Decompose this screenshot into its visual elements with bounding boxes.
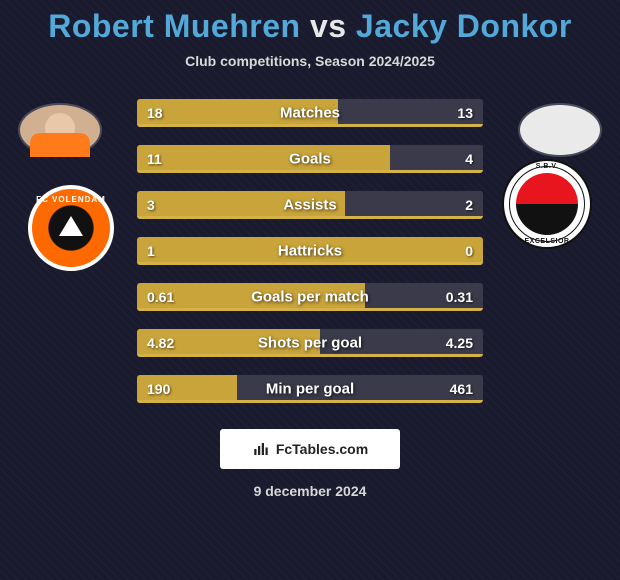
comparison-title: Robert Muehren vs Jacky Donkor bbox=[0, 0, 620, 45]
brand-text: FcTables.com bbox=[276, 441, 368, 457]
volendam-boat-icon bbox=[59, 216, 83, 236]
stat-label: Assists bbox=[137, 197, 483, 214]
stat-bar: 114Goals bbox=[137, 145, 483, 173]
vs-text: vs bbox=[310, 8, 347, 44]
stat-label: Matches bbox=[137, 105, 483, 122]
stat-bar: 1813Matches bbox=[137, 99, 483, 127]
excelsior-text-top: S.B.V. bbox=[504, 163, 590, 170]
stat-label: Goals per match bbox=[137, 289, 483, 306]
subtitle: Club competitions, Season 2024/2025 bbox=[0, 53, 620, 69]
excelsior-text-bottom: EXCELSIOR bbox=[504, 238, 590, 245]
stat-bar: 190461Min per goal bbox=[137, 375, 483, 403]
stat-bar: 32Assists bbox=[137, 191, 483, 219]
stat-bar: 4.824.25Shots per goal bbox=[137, 329, 483, 357]
stat-bars: 1813Matches 114Goals 32Assists 10Hattricks 0… bbox=[137, 99, 483, 403]
club-badge-left: FC VOLENDAM bbox=[28, 185, 114, 271]
player2-name: Jacky Donkor bbox=[356, 8, 572, 44]
main-content: FC VOLENDAM S.B.V. EXCELSIOR 1813Matches… bbox=[0, 99, 620, 403]
volendam-text: FC VOLENDAM bbox=[32, 195, 110, 204]
footer-date: 9 december 2024 bbox=[0, 483, 620, 499]
player1-name: Robert Muehren bbox=[48, 8, 300, 44]
excelsior-badge: S.B.V. EXCELSIOR bbox=[502, 159, 592, 249]
stat-label: Hattricks bbox=[137, 243, 483, 260]
volendam-badge: FC VOLENDAM bbox=[28, 185, 114, 271]
footer-brand-badge[interactable]: FcTables.com bbox=[220, 429, 400, 469]
stat-bar: 0.610.31Goals per match bbox=[137, 283, 483, 311]
player2-avatar bbox=[518, 103, 602, 157]
stat-label: Goals bbox=[137, 151, 483, 168]
club-badge-right: S.B.V. EXCELSIOR bbox=[502, 159, 592, 249]
stat-bar: 10Hattricks bbox=[137, 237, 483, 265]
stat-label: Min per goal bbox=[137, 381, 483, 398]
player2-avatar-wrap bbox=[518, 103, 602, 157]
player1-avatar-wrap bbox=[18, 103, 102, 157]
chart-icon bbox=[252, 440, 270, 458]
player1-avatar bbox=[18, 103, 102, 157]
stat-label: Shots per goal bbox=[137, 335, 483, 352]
